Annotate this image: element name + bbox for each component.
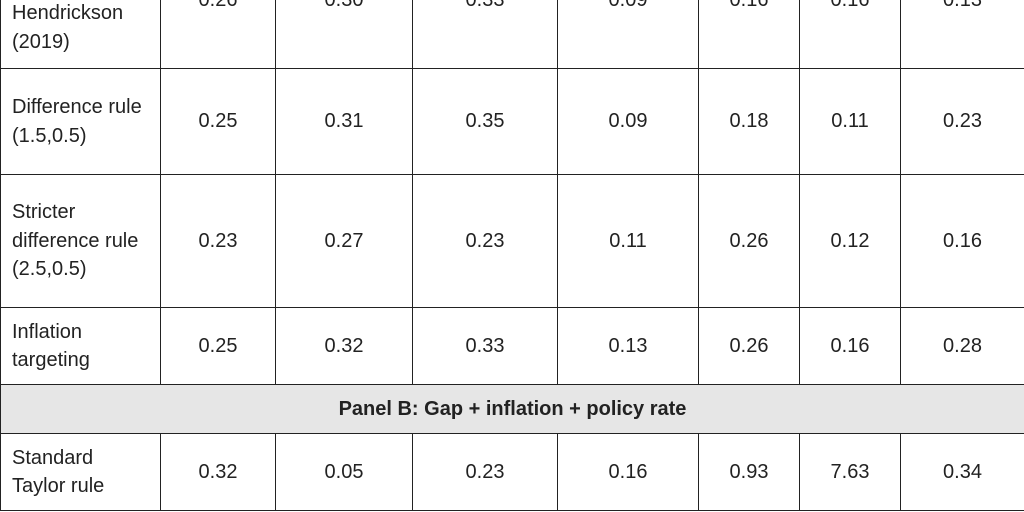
cell-value: 0.23 — [412, 174, 558, 308]
row-label: Stricter difference rule (2.5,0.5) — [0, 174, 161, 308]
cell-value: 0.16 — [900, 174, 1024, 308]
cell-value: 0.23 — [412, 433, 558, 511]
table-row: Hendrickson (2019) 0.26 0.30 0.33 0.09 0.16 0.… — [0, 0, 1024, 69]
cell-value: 0.31 — [275, 68, 413, 175]
cell-value: 0.32 — [275, 307, 413, 385]
cell-value: 0.16 — [557, 433, 699, 511]
cell-value: 0.28 — [900, 307, 1024, 385]
cell-value: 0.25 — [160, 68, 276, 175]
cell-value: 0.93 — [698, 433, 800, 511]
cell-value: 0.27 — [275, 174, 413, 308]
row-label: Hendrickson (2019) — [0, 0, 161, 69]
panel-row: Panel B: Gap + inflation + policy rate — [0, 384, 1024, 434]
cell-value: 0.18 — [698, 68, 800, 175]
panel-title: Panel B: Gap + inflation + policy rate — [0, 384, 1024, 434]
cell-value: 0.16 — [799, 0, 901, 69]
table-row: Difference rule (1.5,0.5) 0.25 0.31 0.35 0.0… — [0, 68, 1024, 175]
cell-value: 0.16 — [799, 307, 901, 385]
row-label: Standard Taylor rule — [0, 433, 161, 511]
cell-value: 0.33 — [412, 0, 558, 69]
cell-value: 0.16 — [698, 0, 800, 69]
row-label: Inflation targeting — [0, 307, 161, 385]
cell-value: 0.09 — [557, 0, 699, 69]
cell-value: 0.23 — [160, 174, 276, 308]
cell-value: 0.26 — [698, 307, 800, 385]
cell-value: 0.23 — [900, 68, 1024, 175]
cell-value: 7.63 — [799, 433, 901, 511]
cell-value: 0.33 — [412, 307, 558, 385]
table-row: Stricter difference rule (2.5,0.5) 0.23 0.… — [0, 174, 1024, 308]
row-label: Difference rule (1.5,0.5) — [0, 68, 161, 175]
cell-value: 0.09 — [557, 68, 699, 175]
cell-value: 0.34 — [900, 433, 1024, 511]
cell-value: 0.11 — [799, 68, 901, 175]
cell-value: 0.26 — [160, 0, 276, 69]
cell-value: 0.30 — [275, 0, 413, 69]
cell-value: 0.25 — [160, 307, 276, 385]
table-row: Standard Taylor rule 0.32 0.05 0.23 0.16 0.93… — [0, 433, 1024, 511]
cell-value: 0.35 — [412, 68, 558, 175]
cell-value: 0.12 — [799, 174, 901, 308]
table-row: Inflation targeting 0.25 0.32 0.33 0.13 0.26 0… — [0, 307, 1024, 385]
cell-value: 0.05 — [275, 433, 413, 511]
cell-value: 0.26 — [698, 174, 800, 308]
cell-value: 0.11 — [557, 174, 699, 308]
cell-value: 0.13 — [900, 0, 1024, 69]
cell-value: 0.13 — [557, 307, 699, 385]
cell-value: 0.32 — [160, 433, 276, 511]
